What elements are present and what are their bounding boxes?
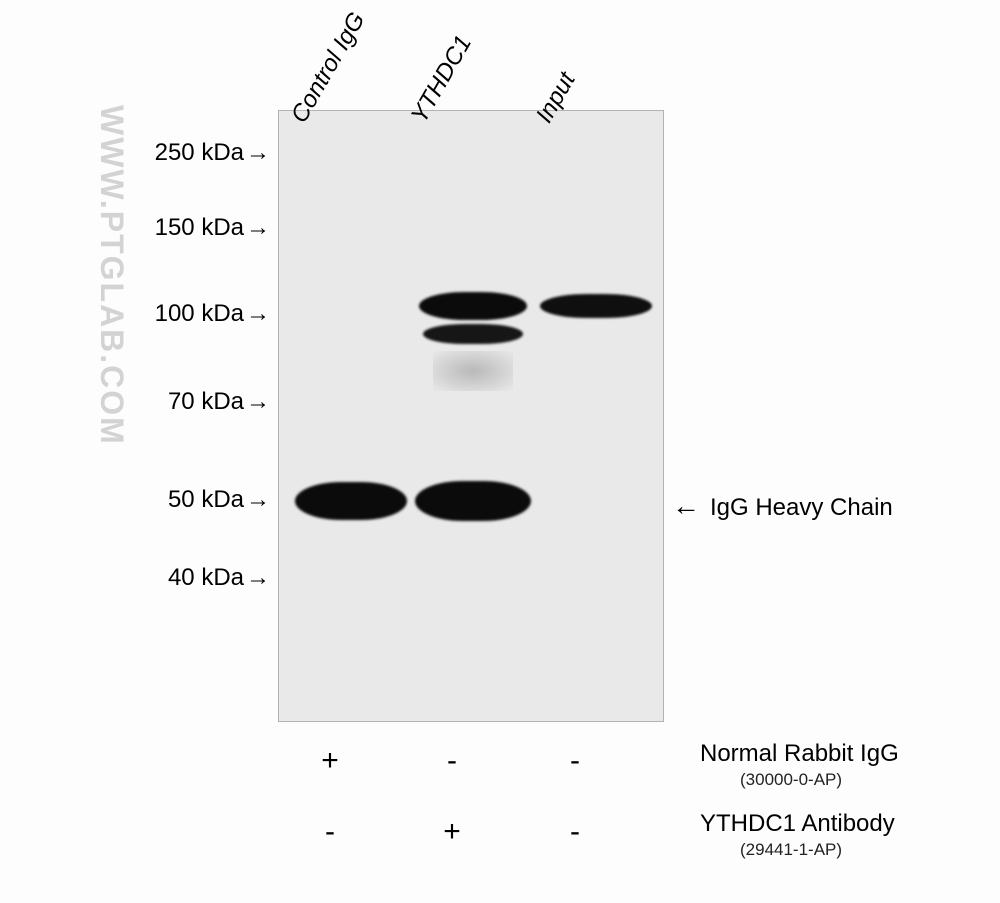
condition-cell: +: [432, 815, 472, 849]
condition-cell: -: [555, 815, 595, 849]
watermark-text: WWW.PTGLAB.COM: [93, 105, 130, 446]
blot-image: [278, 110, 664, 722]
condition-label: Normal Rabbit IgG: [700, 740, 899, 768]
condition-sublabel: (30000-0-AP): [740, 770, 842, 790]
mw-marker: 150 kDa→: [155, 214, 270, 242]
mw-marker: 70 kDa→: [168, 388, 270, 416]
condition-label: YTHDC1 Antibody: [700, 810, 895, 838]
condition-cell: -: [432, 744, 472, 778]
condition-sublabel: (29441-1-AP): [740, 840, 842, 860]
mw-marker: 40 kDa→: [168, 564, 270, 592]
band-annotation-text: IgG Heavy Chain: [710, 494, 893, 522]
band-annotation-arrow: ←: [672, 490, 700, 522]
condition-cell: -: [310, 815, 350, 849]
mw-marker: 100 kDa→: [155, 300, 270, 328]
mw-marker: 50 kDa→: [168, 486, 270, 514]
condition-cell: +: [310, 744, 350, 778]
mw-marker: 250 kDa→: [155, 139, 270, 167]
figure-canvas: WWW.PTGLAB.COM Control IgG YTHDC1 Input …: [0, 0, 1000, 903]
condition-cell: -: [555, 744, 595, 778]
